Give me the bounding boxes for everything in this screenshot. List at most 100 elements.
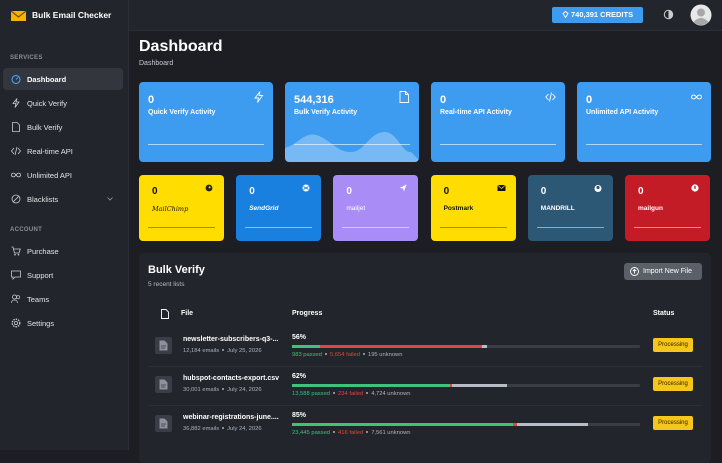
- stat-card[interactable]: 0 Real-time API Activity: [431, 82, 565, 162]
- progress-passed: [292, 345, 321, 348]
- file-name: webinar-registrations-june....: [183, 414, 279, 421]
- upload-icon: [630, 267, 639, 276]
- nav-item[interactable]: Dashboard: [3, 68, 123, 90]
- integration-label: MailChimp: [152, 205, 189, 213]
- nav-section-title: SERVICES: [10, 55, 43, 61]
- nav-item[interactable]: Quick Verify: [3, 92, 123, 114]
- nav-item[interactable]: Purchase: [3, 240, 123, 262]
- panel-title: Bulk Verify: [148, 264, 205, 276]
- import-button-label: Import New File: [643, 268, 693, 275]
- integration-card[interactable]: 0 MailChimp: [139, 175, 224, 241]
- progress-counts: 983 passed 5,654 failed 195 unknown: [292, 352, 402, 358]
- integration-card[interactable]: 0 mailjet: [333, 175, 419, 241]
- count-unknown: 195 unknown: [367, 352, 403, 358]
- nav-label: Settings: [27, 319, 55, 328]
- nav-item[interactable]: Teams: [3, 288, 123, 310]
- logo-icon: [10, 10, 27, 21]
- table-header: Progress: [292, 310, 323, 317]
- row-divider: [148, 366, 702, 367]
- nav-icon: [11, 294, 20, 304]
- integration-value: 0: [540, 186, 547, 197]
- integration-divider: [245, 227, 313, 228]
- status-badge: Processing: [653, 416, 693, 430]
- stat-card[interactable]: 0 Unlimited API Activity: [577, 82, 711, 162]
- nav-label: Quick Verify: [27, 99, 68, 108]
- nav-item[interactable]: Bulk Verify: [3, 116, 123, 138]
- progress-counts: 13,588 passed 234 failed 4,724 unknown: [292, 391, 411, 397]
- credits-text: 740,391 CREDITS: [570, 10, 634, 19]
- stat-value: 0: [148, 94, 155, 106]
- nav-icon: [12, 122, 20, 132]
- nav-label: Unlimited API: [27, 171, 73, 180]
- integration-icon: [691, 184, 699, 192]
- import-button[interactable]: Import New File: [624, 263, 702, 280]
- stat-label: Quick Verify Activity: [148, 109, 216, 116]
- stat-divider: [148, 144, 264, 145]
- nav-icon: [11, 318, 21, 328]
- count-passed: 983 passed: [292, 352, 322, 358]
- file-icon: [159, 340, 168, 351]
- status-badge: Processing: [653, 338, 693, 352]
- nav-label: Dashboard: [27, 75, 67, 84]
- file-icon: [159, 418, 168, 429]
- file-icon-box: [155, 337, 172, 354]
- nav-item[interactable]: Support: [3, 264, 123, 286]
- nav-label: Support: [27, 271, 54, 280]
- integration-card[interactable]: 0 Postmark: [430, 175, 516, 241]
- count-passed: 13,588 passed: [292, 391, 331, 397]
- integration-divider: [634, 227, 701, 228]
- nav-icon: [11, 172, 21, 178]
- count-unknown: 4,724 unknown: [371, 391, 411, 397]
- nav-item[interactable]: Real-time API: [3, 140, 123, 162]
- stat-card[interactable]: 544,316 Bulk Verify Activity: [285, 82, 419, 162]
- nav-section-title: ACCOUNT: [10, 227, 43, 233]
- avatar[interactable]: [690, 4, 712, 26]
- stat-card[interactable]: 0 Quick Verify Activity: [139, 82, 273, 162]
- count-dot: [366, 430, 369, 433]
- integration-card[interactable]: 0 mailgun: [625, 175, 710, 241]
- integration-label: mailgun: [638, 205, 663, 212]
- integration-card[interactable]: 0 MANDRILL: [527, 175, 613, 241]
- table-header: Status: [653, 310, 675, 317]
- count-dot: [333, 391, 336, 394]
- sidebar: Bulk Email Checker SERVICES Dashboard Quic…: [0, 0, 129, 450]
- progress-failed: [513, 423, 518, 426]
- progress-passed: [292, 384, 450, 387]
- file-icon: [159, 379, 168, 390]
- breadcrumb: Dashboard: [139, 60, 174, 67]
- nav-icon: [11, 194, 21, 204]
- count-passed: 23,445 passed: [292, 430, 331, 436]
- gem-icon: [562, 10, 569, 19]
- integration-icon: [399, 184, 407, 192]
- theme-toggle[interactable]: [663, 9, 674, 20]
- count-failed: 416 failed: [338, 430, 364, 436]
- page: Bulk Email Checker SERVICES Dashboard Quic…: [0, 0, 722, 450]
- progress-percent: 85%: [292, 412, 307, 419]
- stat-icon: [691, 94, 702, 100]
- integration-label: mailjet: [346, 205, 366, 212]
- file-name: hubspot-contacts-export.csv: [183, 375, 280, 382]
- meta-dot: [222, 387, 225, 390]
- count-dot: [324, 352, 327, 355]
- integration-card[interactable]: 0 SendGrid: [236, 175, 322, 241]
- count-failed: 5,654 failed: [329, 352, 360, 358]
- nav-item[interactable]: Unlimited API: [3, 164, 123, 186]
- file-header-icon: [161, 309, 169, 319]
- integration-divider: [342, 227, 410, 228]
- nav-item[interactable]: Blacklists: [3, 188, 123, 210]
- nav-item[interactable]: Settings: [3, 312, 123, 334]
- meta-dot: [222, 426, 225, 429]
- stat-label: Unlimited API Activity: [586, 109, 659, 116]
- progress-failed: [449, 384, 453, 387]
- nav-label: Real-time API: [27, 147, 73, 156]
- email-count: 36,882 emails: [183, 426, 220, 432]
- integration-icon: [594, 185, 602, 192]
- progress-counts: 23,445 passed 416 failed 7,561 unknown: [292, 430, 411, 436]
- stat-label: Real-time API Activity: [440, 109, 512, 116]
- nav-icon: [11, 146, 21, 156]
- integration-divider: [439, 227, 507, 228]
- nav-label: Blacklists: [27, 195, 59, 204]
- stat-icon: [399, 91, 409, 103]
- count-dot: [366, 391, 369, 394]
- credits-button[interactable]: 740,391 CREDITS: [552, 7, 643, 23]
